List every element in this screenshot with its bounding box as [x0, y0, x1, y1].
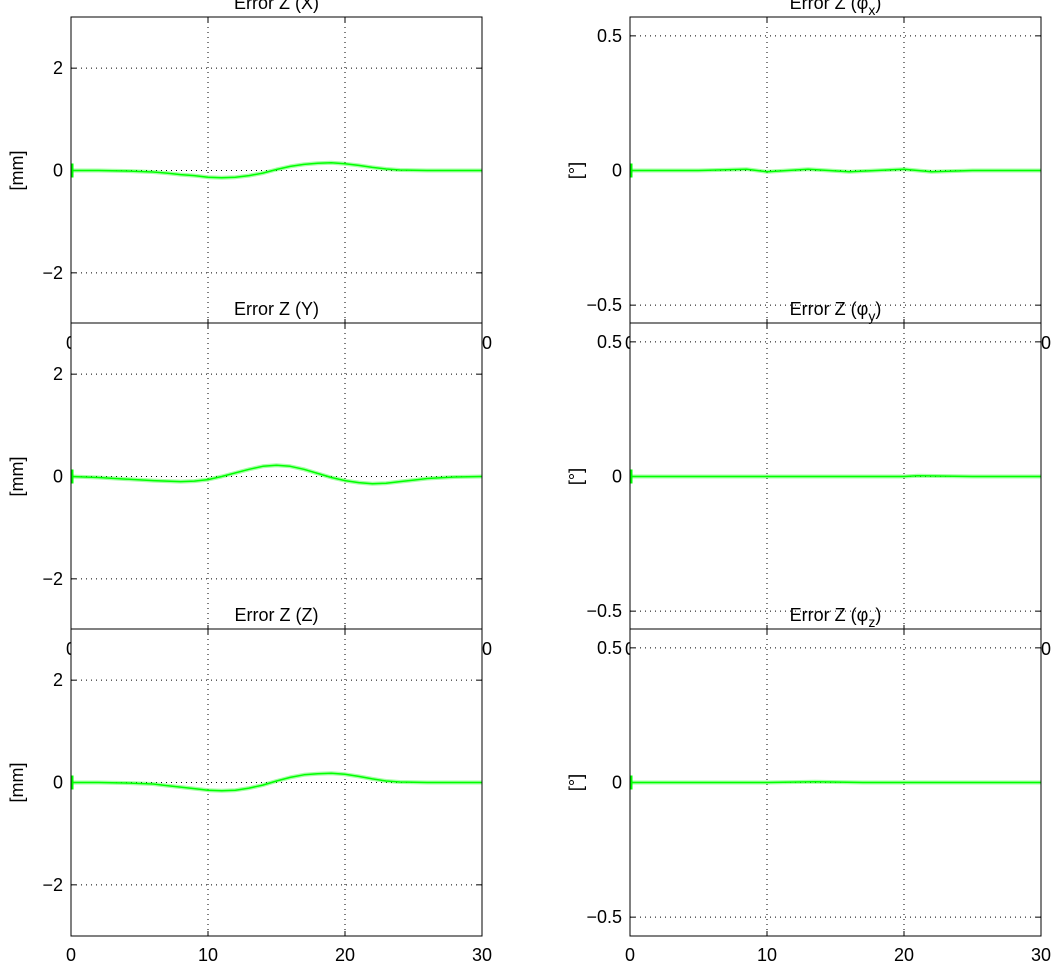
- y-tick-label: 0.5: [597, 26, 622, 46]
- y-tick-label: 0: [53, 161, 63, 181]
- series-line: [71, 772, 482, 792]
- series-line: [630, 168, 1041, 173]
- x-tick-label: 10: [757, 945, 777, 965]
- y-axis-label: [°]: [566, 162, 586, 179]
- y-tick-label: 0: [612, 467, 622, 487]
- chart-title-close: ): [875, 299, 881, 319]
- axes-box: [70, 628, 483, 937]
- x-tick-label: 20: [335, 945, 355, 965]
- chart-title: Error Z (Z): [235, 605, 319, 625]
- y-tick-label: 2: [53, 670, 63, 690]
- chart-title-close: ): [875, 0, 881, 13]
- y-tick-label: −2: [42, 263, 63, 283]
- series-line: [630, 474, 1041, 478]
- chart-title-main: Error Z (X): [234, 0, 319, 13]
- chart-title: Error Z (φz): [790, 605, 882, 630]
- chart-title: Error Z (Y): [234, 299, 319, 319]
- series-line: [630, 780, 1041, 784]
- chart-title-main: Error Z (φ: [790, 605, 869, 625]
- y-tick-label: 0: [53, 773, 63, 793]
- chart-title: Error Z (φx): [790, 0, 882, 18]
- chart-title-subscript: z: [868, 614, 875, 630]
- chart-title-subscript: x: [868, 2, 875, 18]
- y-axis-label: [mm]: [7, 763, 27, 803]
- y-tick-label: 0.5: [597, 638, 622, 658]
- y-tick-label: 0.5: [597, 332, 622, 352]
- y-axis-label: [°]: [566, 774, 586, 791]
- x-tick-label: 0: [625, 945, 635, 965]
- series-line: [71, 162, 482, 179]
- y-tick-label: −0.5: [586, 295, 622, 315]
- chart-title-main: Error Z (Z): [235, 605, 319, 625]
- y-tick-label: −0.5: [586, 601, 622, 621]
- y-axis-label: [°]: [566, 468, 586, 485]
- series-line: [70, 464, 483, 485]
- y-tick-label: 2: [53, 58, 63, 78]
- y-tick-label: −0.5: [586, 907, 622, 927]
- y-tick-label: 0: [612, 773, 622, 793]
- chart-title-main: Error Z (Y): [234, 299, 319, 319]
- chart-title-subscript: y: [868, 308, 875, 324]
- x-tick-label: 30: [472, 945, 492, 965]
- y-tick-label: −2: [42, 875, 63, 895]
- chart-title: Error Z (φy): [790, 299, 882, 324]
- x-tick-label: 20: [894, 945, 914, 965]
- y-axis-label: [mm]: [7, 151, 27, 191]
- y-axis-label: [mm]: [7, 457, 27, 497]
- y-tick-label: −2: [42, 569, 63, 589]
- y-tick-label: 2: [53, 364, 63, 384]
- y-tick-label: 0: [53, 467, 63, 487]
- chart-title-main: Error Z (φ: [790, 0, 869, 13]
- chart-title-close: ): [875, 605, 881, 625]
- x-tick-label: 0: [66, 945, 76, 965]
- chart-title: Error Z (X): [234, 0, 319, 13]
- y-tick-label: 0: [612, 161, 622, 181]
- x-tick-label: 30: [1031, 945, 1051, 965]
- x-tick-label: 10: [198, 945, 218, 965]
- chart-title-main: Error Z (φ: [790, 299, 869, 319]
- axes-box: [629, 628, 1042, 937]
